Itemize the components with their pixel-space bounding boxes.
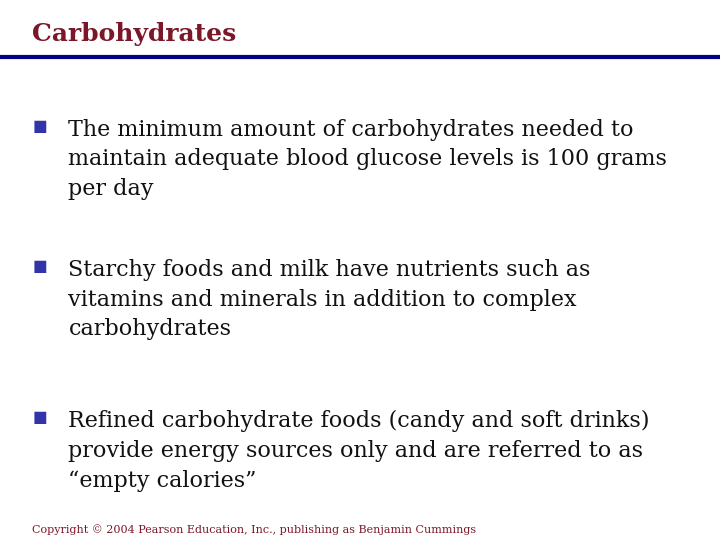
Text: Starchy foods and milk have nutrients such as
vitamins and minerals in addition : Starchy foods and milk have nutrients su… [68, 259, 591, 341]
Text: Carbohydrates: Carbohydrates [32, 22, 237, 45]
Text: ■: ■ [32, 410, 47, 426]
Text: Refined carbohydrate foods (candy and soft drinks)
provide energy sources only a: Refined carbohydrate foods (candy and so… [68, 410, 650, 492]
Text: Copyright © 2004 Pearson Education, Inc., publishing as Benjamin Cummings: Copyright © 2004 Pearson Education, Inc.… [32, 524, 477, 535]
Text: The minimum amount of carbohydrates needed to
maintain adequate blood glucose le: The minimum amount of carbohydrates need… [68, 119, 667, 200]
Text: ■: ■ [32, 119, 47, 134]
Text: ■: ■ [32, 259, 47, 274]
